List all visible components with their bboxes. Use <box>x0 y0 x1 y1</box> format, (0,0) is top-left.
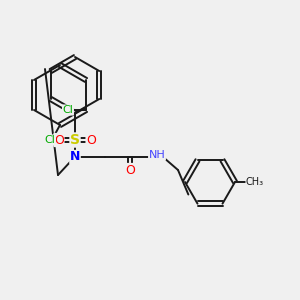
Text: N: N <box>70 151 80 164</box>
Text: Cl: Cl <box>62 105 74 115</box>
Text: S: S <box>70 133 80 147</box>
Text: NH: NH <box>148 150 165 160</box>
Text: O: O <box>125 164 135 176</box>
Text: Cl: Cl <box>45 135 56 145</box>
Text: O: O <box>54 134 64 146</box>
Text: O: O <box>86 134 96 146</box>
Text: CH₃: CH₃ <box>246 177 264 187</box>
